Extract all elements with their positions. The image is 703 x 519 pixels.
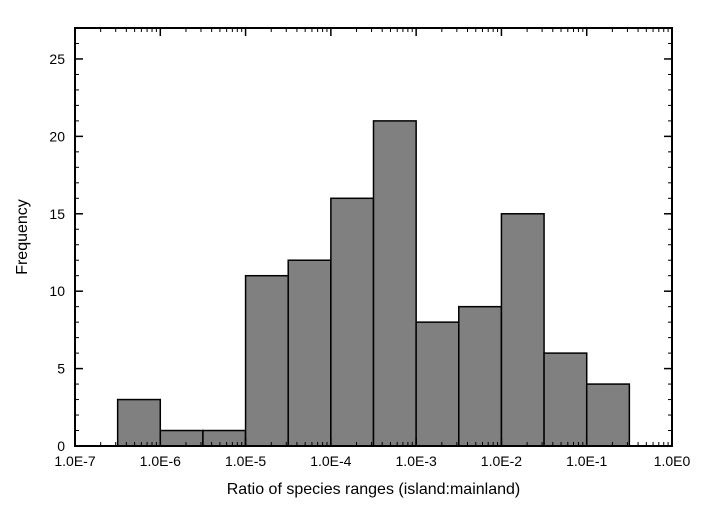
histogram-chart: 0 5 10 15 20 25 1.0E-7 1.0E-6 1.0E-5 1.0E-4 1.0E-3… xyxy=(0,0,703,519)
y-axis-label: Frequency xyxy=(14,199,31,275)
y-tick-label: 15 xyxy=(49,206,65,222)
bar xyxy=(160,431,203,446)
bar xyxy=(374,121,417,446)
x-tick-label: 1.0E0 xyxy=(654,453,691,469)
bar xyxy=(331,198,374,446)
bar xyxy=(246,276,289,446)
chart-svg: 0 5 10 15 20 25 1.0E-7 1.0E-6 1.0E-5 1.0E-4 1.0E-3… xyxy=(0,0,703,519)
x-tick-label: 1.0E-6 xyxy=(140,453,181,469)
bar xyxy=(288,260,331,446)
x-tick-label: 1.0E-7 xyxy=(54,453,95,469)
bar xyxy=(587,384,630,446)
x-axis-label: Ratio of species ranges (island:mainland… xyxy=(227,481,520,498)
y-tick-label: 25 xyxy=(49,51,65,67)
y-tick-label: 5 xyxy=(57,361,65,377)
bar xyxy=(203,431,246,446)
x-tick-label: 1.0E-3 xyxy=(396,453,437,469)
y-tick-label: 10 xyxy=(49,283,65,299)
bar xyxy=(416,322,459,446)
y-tick-label: 0 xyxy=(57,438,65,454)
bar xyxy=(459,307,502,446)
x-tick-label: 1.0E-4 xyxy=(310,453,351,469)
x-tick-label: 1.0E-5 xyxy=(225,453,266,469)
bars-group xyxy=(118,121,630,446)
bar xyxy=(118,400,161,446)
bar xyxy=(501,214,544,446)
y-tick-label: 20 xyxy=(49,128,65,144)
bar xyxy=(544,353,587,446)
x-tick-label: 1.0E-2 xyxy=(481,453,522,469)
x-tick-label: 1.0E-1 xyxy=(566,453,607,469)
